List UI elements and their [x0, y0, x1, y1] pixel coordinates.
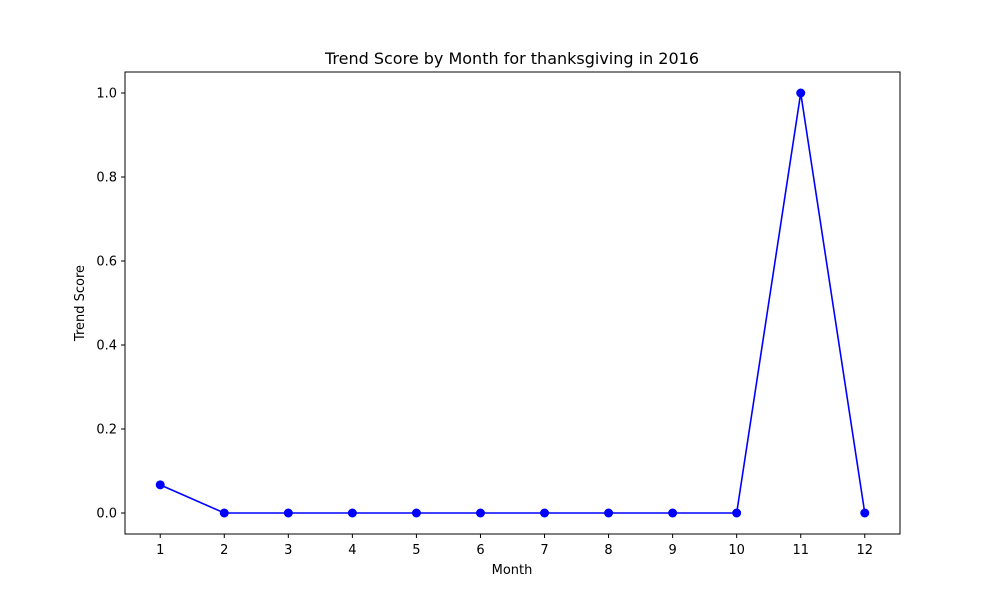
x-tick-label: 10 — [728, 543, 745, 558]
series-line — [159, 92, 866, 514]
data-point — [283, 508, 293, 518]
data-point — [411, 508, 421, 518]
x-tick-label: 9 — [668, 543, 676, 558]
y-axis: 0.0 0.2 0.4 0.6 0.8 1.0 — [96, 87, 125, 522]
plot-area — [124, 71, 901, 535]
series-layer — [155, 88, 870, 518]
x-tick-label: 2 — [220, 543, 228, 558]
data-point — [347, 508, 357, 518]
data-point — [540, 508, 550, 518]
y-tick-label: 0.8 — [96, 171, 117, 186]
x-axis-label: Month — [492, 563, 533, 578]
x-tick-label: 1 — [156, 543, 164, 558]
data-point — [732, 508, 742, 518]
x-tick-label: 7 — [540, 543, 548, 558]
data-point — [155, 480, 165, 490]
data-point — [604, 508, 614, 518]
x-tick-label: 5 — [412, 543, 420, 558]
data-point — [796, 88, 806, 98]
y-tick-label: 0.0 — [96, 507, 117, 522]
data-point — [219, 508, 229, 518]
x-tick-label: 8 — [604, 543, 612, 558]
x-tick-label: 6 — [476, 543, 484, 558]
chart-title: Trend Score by Month for thanksgiving in… — [324, 49, 699, 68]
y-tick-label: 0.4 — [96, 339, 117, 354]
data-point — [860, 508, 870, 518]
data-point — [475, 508, 485, 518]
x-tick-label: 11 — [792, 543, 809, 558]
y-axis-label: Trend Score — [73, 265, 88, 342]
y-tick-label: 1.0 — [96, 87, 117, 102]
y-tick-label: 0.6 — [96, 255, 117, 270]
x-tick-label: 3 — [284, 543, 292, 558]
y-tick-label: 0.2 — [96, 423, 117, 438]
x-tick-label: 4 — [348, 543, 356, 558]
x-tick-label: 12 — [856, 543, 873, 558]
data-point — [668, 508, 678, 518]
x-axis: 1 2 3 4 5 6 7 8 9 10 11 12 — [156, 534, 873, 558]
